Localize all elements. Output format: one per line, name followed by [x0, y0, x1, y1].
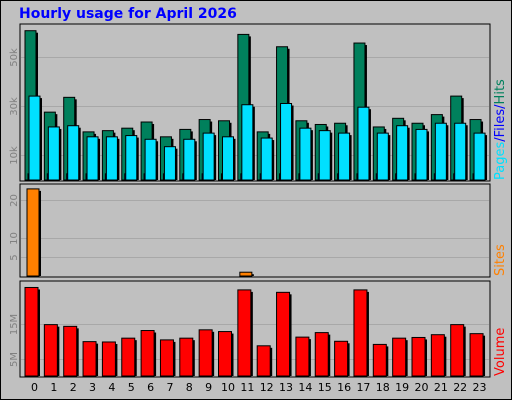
hour-label: 10: [221, 381, 235, 394]
pages-bar: [28, 95, 41, 181]
pages-bar: [338, 132, 351, 181]
pages-bar: [105, 136, 118, 181]
hour-label: 20: [415, 381, 429, 394]
volume-bar: [334, 340, 349, 377]
sites-bar: [26, 188, 40, 277]
y-tick-label: 30k: [9, 97, 20, 116]
pages-bar: [415, 128, 428, 181]
pages-bar: [241, 104, 254, 181]
volume-bar: [101, 341, 116, 377]
pages-bar: [67, 125, 80, 181]
y-tick-label: 20: [9, 194, 20, 207]
pages-bar: [280, 103, 293, 181]
pages-bar: [163, 146, 176, 181]
volume-label: Volume: [493, 328, 508, 376]
sites-bar: [239, 271, 253, 277]
hour-label: 7: [166, 381, 173, 394]
pages-bar: [299, 127, 312, 181]
pages-bar: [144, 138, 157, 181]
hour-label: 8: [186, 381, 193, 394]
y-tick-label: 15M: [9, 314, 20, 335]
volume-bar: [43, 324, 58, 377]
hour-label: 14: [298, 381, 312, 394]
hour-label: 4: [108, 381, 115, 394]
volume-bar: [237, 289, 252, 377]
hour-label: 19: [395, 381, 409, 394]
hour-label: 2: [70, 381, 77, 394]
y-tick-label: 5: [9, 254, 20, 260]
pages-bar: [222, 136, 234, 181]
volume-bar: [372, 343, 387, 377]
volume-bar: [82, 341, 97, 377]
hour-label: 21: [434, 381, 448, 394]
bars: [24, 30, 488, 377]
y-tick-label: 10k: [9, 146, 20, 165]
volume-bar: [198, 329, 213, 377]
x-tick-labels: 0 1 2 3 4 5 6 7 8 9 10 11 12 13 14 15 16 17 18 19 20 21 22 23: [31, 381, 487, 394]
hour-label: 15: [318, 381, 332, 394]
pages-bar: [357, 106, 370, 181]
hour-label: 1: [50, 381, 57, 394]
hour-label: 9: [205, 381, 212, 394]
pages-bar: [376, 132, 389, 181]
sites-label: Sites: [493, 244, 508, 276]
hour-label: 22: [453, 381, 467, 394]
volume-bar: [353, 289, 368, 377]
hour-label: 12: [260, 381, 274, 394]
pages-bar: [454, 122, 467, 181]
volume-bar: [430, 334, 445, 377]
pages-bar: [434, 122, 447, 181]
volume-bar: [159, 339, 174, 377]
hour-label: 17: [356, 381, 370, 394]
volume-bar: [392, 337, 407, 377]
volume-bar: [469, 333, 484, 377]
usage-series-label-part: Pages: [493, 142, 508, 180]
y-tick-labels: 10k 30k 50k 5 10 20 5M 15M: [9, 48, 20, 367]
volume-bar: [24, 286, 39, 377]
usage-series-label: Pages/Files/Hits: [493, 79, 508, 180]
y-tick-label: 10: [9, 232, 20, 245]
page-title: Hourly usage for April 2026: [19, 6, 237, 22]
hour-label: 3: [89, 381, 96, 394]
pages-bar: [47, 126, 60, 181]
hour-label: 23: [473, 381, 487, 394]
pages-bar: [183, 138, 196, 181]
y-tick-label: 5M: [9, 352, 20, 367]
volume-bar: [179, 337, 194, 377]
pages-bar: [202, 132, 215, 181]
volume-bar: [295, 336, 310, 377]
pages-bar: [260, 137, 273, 181]
volume-bar: [450, 324, 465, 377]
usage-series-label-part: Hits: [493, 79, 508, 104]
pages-bar: [125, 135, 138, 181]
volume-bar: [276, 291, 291, 377]
y-tick-label: 50k: [9, 48, 20, 67]
hour-label: 5: [128, 381, 135, 394]
usage-series-label-part: /: [493, 137, 508, 142]
volume-bar: [63, 325, 78, 377]
volume-bar: [314, 332, 329, 377]
usage-series-label-part: /: [493, 104, 508, 109]
hour-label: 6: [147, 381, 154, 394]
volume-bar: [218, 331, 232, 377]
hour-label: 16: [337, 381, 351, 394]
pages-bar: [318, 130, 331, 181]
hour-label: 0: [31, 381, 38, 394]
hour-label: 13: [279, 381, 293, 394]
sites-panel: [19, 183, 491, 278]
hour-label: 18: [376, 381, 390, 394]
volume-bar: [121, 337, 136, 377]
hour-label: 11: [240, 381, 254, 394]
pages-bar: [473, 132, 486, 181]
pages-bar: [86, 136, 99, 181]
volume-bar: [140, 330, 155, 377]
usage-series-label-part: Files: [493, 109, 508, 138]
pages-bar: [396, 125, 409, 181]
volume-bar: [256, 345, 271, 377]
volume-bar: [411, 336, 426, 377]
